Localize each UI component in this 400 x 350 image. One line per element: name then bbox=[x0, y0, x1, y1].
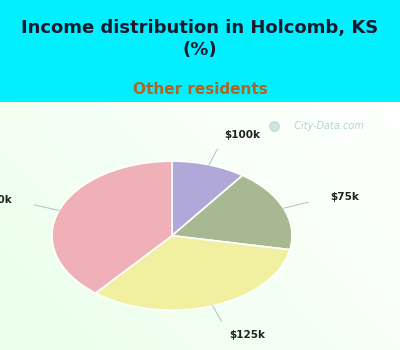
Text: $125k: $125k bbox=[230, 330, 266, 340]
Text: $100k: $100k bbox=[225, 130, 261, 140]
Text: $75k: $75k bbox=[330, 192, 359, 202]
Text: Income distribution in Holcomb, KS
(%): Income distribution in Holcomb, KS (%) bbox=[21, 19, 379, 59]
Wedge shape bbox=[172, 161, 242, 236]
Text: $60k: $60k bbox=[0, 195, 12, 205]
Text: Other residents: Other residents bbox=[133, 82, 267, 97]
Text: City-Data.com: City-Data.com bbox=[288, 121, 364, 131]
Wedge shape bbox=[52, 161, 172, 293]
Wedge shape bbox=[96, 236, 290, 310]
Wedge shape bbox=[172, 175, 292, 250]
